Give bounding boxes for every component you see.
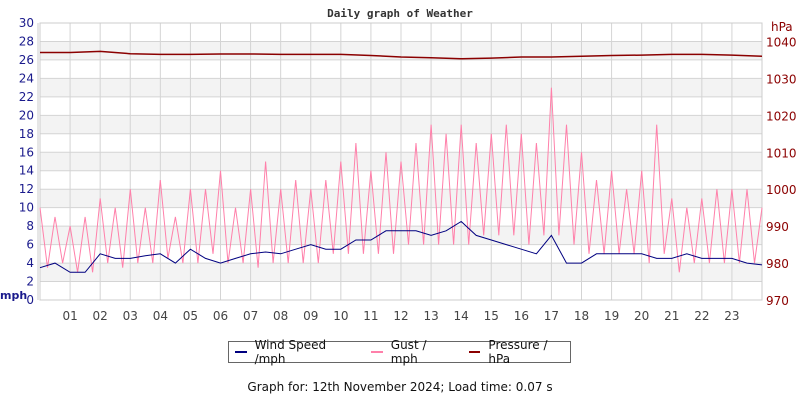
y-tick-left: 10: [19, 201, 34, 215]
x-tick: 01: [62, 309, 77, 323]
y-tick-right: 1020: [766, 109, 797, 123]
y-tick-right: 970: [766, 294, 789, 308]
x-tick: 08: [273, 309, 288, 323]
x-tick: 16: [514, 309, 529, 323]
chart-title: Daily graph of Weather: [327, 7, 473, 20]
x-tick: 20: [634, 309, 649, 323]
legend-pressure: Pressure / hPa: [468, 338, 570, 366]
x-tick: 22: [694, 309, 709, 323]
y-tick-left: 18: [19, 127, 34, 141]
y-tick-left: 30: [19, 16, 34, 30]
y-tick-left: 28: [19, 34, 34, 48]
right-axis-label: hPa: [771, 20, 793, 34]
footer-text: Graph for: 12th November 2024; Load time…: [247, 380, 553, 394]
legend-label: Pressure / hPa: [488, 338, 548, 366]
legend: Wind Speed /mph Gust / mph Pressure / hP…: [228, 338, 571, 366]
x-tick: 07: [243, 309, 258, 323]
x-tick: 06: [213, 309, 228, 323]
x-tick: 11: [363, 309, 378, 323]
series-line-pressure: [40, 50, 763, 60]
y-tick-left: 8: [26, 219, 34, 233]
wind-swatch: [235, 351, 247, 353]
series-line-wind: [39, 220, 763, 273]
x-tick: 15: [484, 309, 499, 323]
y-tick-left: 4: [26, 256, 34, 270]
y-tick-left: 6: [26, 238, 34, 252]
left-axis-label: mph: [0, 289, 27, 302]
series-line-gust: [39, 87, 763, 273]
y-tick-right: 980: [766, 257, 789, 271]
x-tick: 19: [604, 309, 619, 323]
legend-label: Gust / mph: [390, 338, 427, 366]
x-tick: 21: [664, 309, 679, 323]
y-tick-right: 990: [766, 220, 789, 234]
x-tick: 18: [574, 309, 589, 323]
x-tick: 10: [333, 309, 348, 323]
y-tick-right: 1000: [766, 183, 797, 197]
y-tick-left: 12: [19, 182, 34, 196]
y-tick-left: 0: [26, 293, 34, 307]
legend-gust: Gust / mph: [371, 338, 455, 366]
y-tick-right: 1040: [766, 35, 797, 49]
y-tick-right: 1010: [766, 146, 797, 160]
plot-frame: [39, 22, 763, 301]
x-tick: 14: [454, 309, 469, 323]
y-tick-left: 16: [19, 145, 34, 159]
x-tick: 12: [393, 309, 408, 323]
legend-wind: Wind Speed /mph: [235, 338, 357, 366]
y-tick-left: 22: [19, 90, 34, 104]
x-tick: 09: [303, 309, 318, 323]
pressure-swatch: [468, 351, 481, 353]
x-tick: 13: [423, 309, 438, 323]
y-tick-left: 14: [19, 164, 34, 178]
x-tick: 23: [724, 309, 739, 323]
gust-swatch: [371, 351, 383, 353]
x-tick: 17: [544, 309, 559, 323]
y-tick-left: 20: [19, 108, 34, 122]
x-tick: 05: [183, 309, 198, 323]
x-tick: 02: [93, 309, 108, 323]
y-tick-left: 2: [26, 275, 34, 289]
x-tick: 04: [153, 309, 168, 323]
x-tick: 03: [123, 309, 138, 323]
legend-label: Wind Speed /mph: [254, 338, 327, 366]
y-tick-right: 1030: [766, 72, 797, 86]
y-tick-left: 24: [19, 71, 34, 85]
y-tick-left: 26: [19, 53, 34, 67]
